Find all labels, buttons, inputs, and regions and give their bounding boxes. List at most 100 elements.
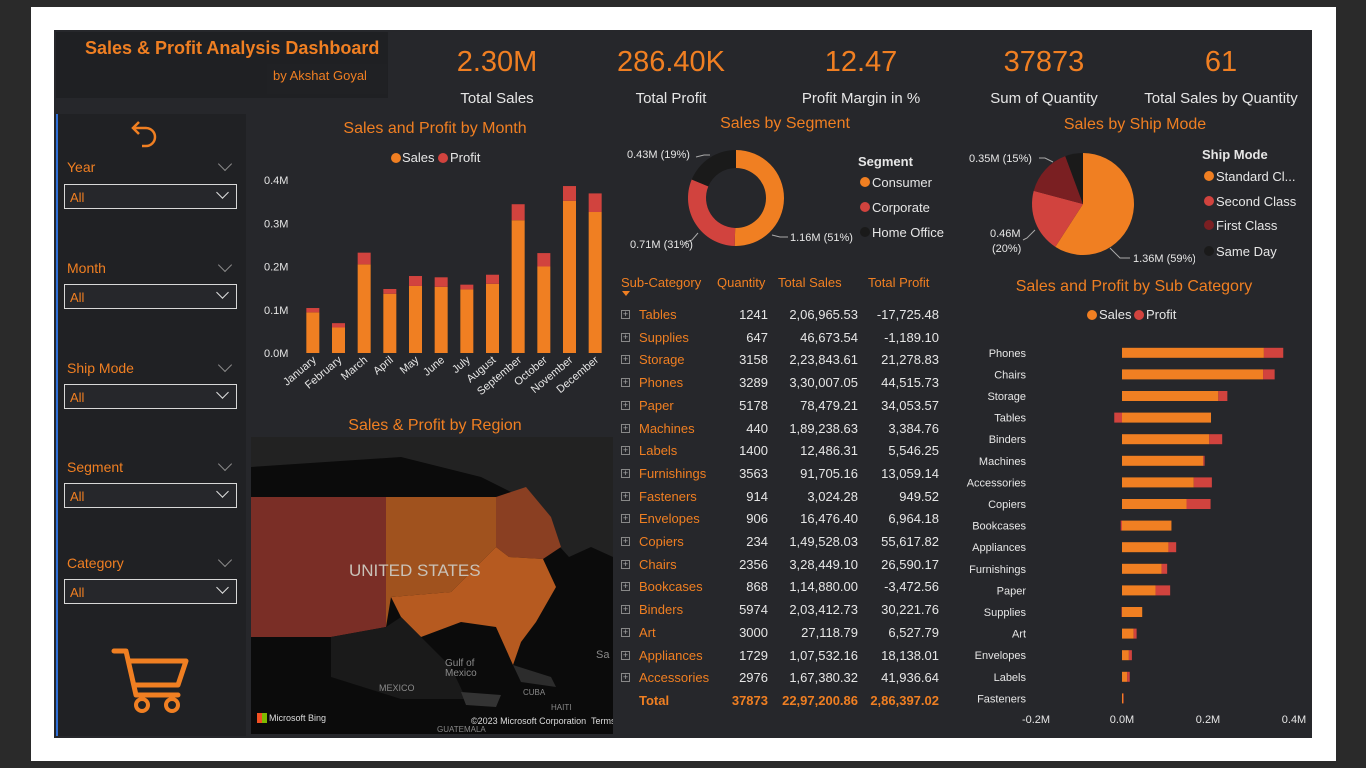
cell-sales: 16,476.40: [800, 511, 858, 527]
table-row[interactable]: + Accessories 2976 1,67,380.32 41,936.64: [619, 670, 944, 692]
table-header-subcategory[interactable]: Sub-Category: [621, 275, 702, 290]
expand-icon[interactable]: +: [621, 490, 630, 501]
monthly-sales-bar: [434, 286, 448, 353]
table-header-profit[interactable]: Total Profit: [868, 275, 930, 290]
shipmode-label-second-value: 0.46M: [990, 228, 1021, 240]
expand-icon[interactable]: +: [621, 422, 630, 433]
map-sargasso-label: Sa: [596, 649, 610, 661]
cell-profit: 949.52: [899, 488, 939, 504]
table-row[interactable]: + Art 3000 27,118.79 6,527.79: [619, 625, 944, 647]
subcat-profit-bar: [1263, 347, 1284, 358]
filter-shipmode-value: All: [70, 390, 85, 405]
table-row[interactable]: + Storage 3158 2,23,843.61 21,278.83: [619, 352, 944, 374]
subcat-y-tick: Binders: [989, 434, 1027, 446]
expand-icon[interactable]: +: [621, 672, 630, 683]
kpi-total-profit-label: Total Profit: [635, 90, 707, 107]
cell-sales: 3,28,449.10: [789, 556, 858, 572]
expand-icon[interactable]: +: [621, 309, 630, 319]
cell-profit: 44,515.73: [881, 375, 939, 391]
expand-icon[interactable]: +: [621, 649, 630, 660]
monthly-profit-bar: [537, 253, 551, 267]
table-row[interactable]: + Appliances 1729 1,07,532.16 18,138.01: [619, 648, 944, 670]
cell-quantity: 37873: [731, 692, 768, 708]
expand-icon[interactable]: +: [621, 377, 630, 388]
cell-quantity: 914: [746, 488, 768, 504]
monthly-sales-bar: [460, 289, 474, 353]
shipmode-legend-sameday-dot: [1204, 246, 1214, 256]
subcat-sales-bar: [1122, 455, 1204, 466]
expand-icon[interactable]: +: [621, 467, 630, 478]
shipmode-legend-standard: Standard Cl...: [1216, 169, 1296, 184]
table-header-sales[interactable]: Total Sales: [778, 275, 842, 290]
monthly-profit-bar: [588, 193, 602, 213]
expand-icon[interactable]: +: [621, 626, 630, 637]
monthly-x-tick: March: [339, 354, 370, 383]
table-row[interactable]: + Tables 1241 2,06,965.53 -17,725.48: [619, 307, 944, 329]
expand-icon[interactable]: +: [621, 399, 630, 410]
shipmode-leader-line: [1109, 247, 1130, 259]
subcat-y-tick: Art: [1012, 629, 1026, 641]
expand-icon[interactable]: +: [621, 581, 630, 592]
expand-icon[interactable]: +: [621, 604, 630, 615]
chevron-down-icon: [216, 581, 229, 594]
table-row[interactable]: + Copiers 234 1,49,528.03 55,617.82: [619, 534, 944, 556]
cell-subcategory: Chairs: [639, 556, 677, 572]
cell-profit: 55,617.82: [881, 534, 939, 549]
table-row[interactable]: + Fasteners 914 3,024.28 949.52: [619, 489, 944, 511]
monthly-sales-bar: [537, 266, 551, 353]
cell-sales: 27,118.79: [801, 624, 858, 640]
monthly-legend-profit: Profit: [450, 150, 481, 165]
table-row[interactable]: + Paper 5178 78,479.21 34,053.57: [619, 398, 944, 420]
subcat-sales-bar: [1122, 347, 1264, 358]
map-terms-link[interactable]: Terms: [591, 716, 613, 726]
cell-subcategory: Copiers: [639, 534, 684, 549]
cell-quantity: 1241: [739, 307, 768, 322]
expand-icon[interactable]: +: [621, 445, 630, 456]
subcat-profit-bar: [1186, 499, 1211, 509]
kpi-quantity-value: 37873: [1003, 46, 1085, 78]
monthly-sales-bar: [332, 327, 345, 353]
cell-quantity: 3563: [739, 465, 768, 481]
table-row[interactable]: + Envelopes 906 16,476.40 6,964.18: [619, 511, 944, 533]
filter-year-dropdown[interactable]: All: [64, 184, 237, 209]
cell-profit: 26,590.17: [881, 556, 939, 572]
subcat-sales-bar: [1122, 607, 1143, 617]
expand-icon[interactable]: +: [621, 331, 630, 342]
subcat-sales-bar: [1122, 391, 1219, 401]
table-row[interactable]: + Bookcases 868 1,14,880.00 -3,472.56: [619, 579, 944, 601]
subcat-sales-bar: [1122, 585, 1156, 596]
segment-legend-homeoffice-dot: [860, 227, 870, 237]
table-row[interactable]: + Labels 1400 12,486.31 5,546.25: [619, 443, 944, 465]
subcat-y-tick: Appliances: [972, 542, 1026, 554]
table-row[interactable]: + Binders 5974 2,03,412.73 30,221.76: [619, 602, 944, 624]
shipmode-label-second-pct: (20%): [992, 243, 1021, 255]
cell-quantity: 5974: [739, 602, 768, 618]
table-row[interactable]: + Chairs 2356 3,28,449.10 26,590.17: [619, 557, 944, 579]
filter-category-dropdown[interactable]: All: [64, 579, 237, 604]
region-map[interactable]: UNITED STATES Gulf of Mexico MEXICO CUBA …: [251, 437, 613, 734]
expand-icon[interactable]: +: [621, 354, 630, 365]
expand-icon[interactable]: +: [621, 513, 630, 524]
subcat-sales-bar: [1122, 693, 1124, 704]
cell-profit: 18,138.01: [881, 647, 939, 663]
expand-icon[interactable]: +: [621, 536, 630, 546]
subcat-sales-bar: [1122, 434, 1210, 445]
subcat-profit-bar: [1168, 542, 1177, 553]
expand-icon[interactable]: +: [621, 558, 630, 569]
shipmode-legend-first-dot: [1204, 220, 1214, 230]
subcat-y-tick: Envelopes: [975, 650, 1027, 662]
subcat-profit-bar: [1193, 477, 1212, 488]
filter-shipmode-dropdown[interactable]: All: [64, 384, 237, 409]
table-row[interactable]: + Machines 440 1,89,238.63 3,384.76: [619, 421, 944, 443]
filter-segment-dropdown[interactable]: All: [64, 483, 237, 508]
back-arrow-icon[interactable]: [126, 118, 160, 150]
filter-month-dropdown[interactable]: All: [64, 284, 237, 309]
table-header-quantity[interactable]: Quantity: [717, 275, 766, 290]
table-row[interactable]: + Furnishings 3563 91,705.16 13,059.14: [619, 466, 944, 488]
filter-shipmode-label: Ship Mode: [67, 360, 134, 376]
shipmode-label-first: 0.35M (15%): [969, 153, 1032, 165]
cell-subcategory: Envelopes: [639, 511, 700, 527]
cell-profit: 21,278.83: [881, 352, 939, 368]
table-row[interactable]: + Supplies 647 46,673.54 -1,189.10: [619, 330, 944, 352]
table-row[interactable]: + Phones 3289 3,30,007.05 44,515.73: [619, 375, 944, 397]
